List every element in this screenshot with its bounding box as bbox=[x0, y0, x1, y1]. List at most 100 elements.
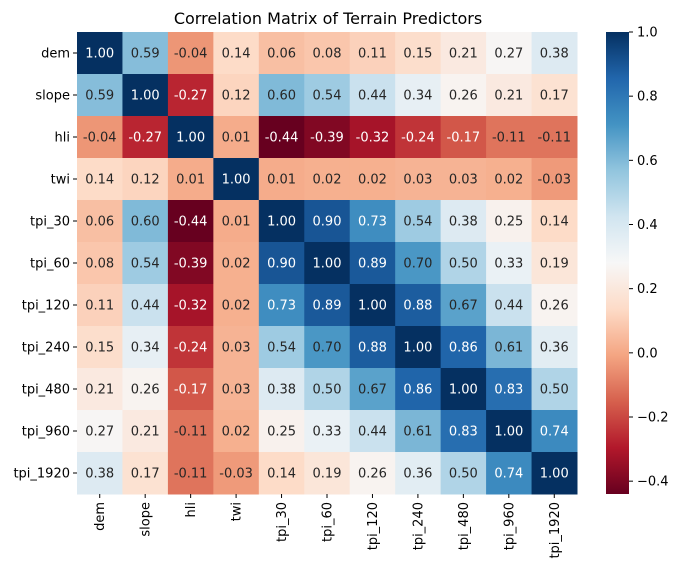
heatmap-cell-tpi_480-tpi_960 bbox=[486, 368, 533, 411]
heatmap-cell-tpi_30-dem bbox=[77, 200, 123, 243]
cell-value-tpi_240-tpi_60: 0.70 bbox=[313, 341, 342, 356]
colorbar-tick-label: 0.8 bbox=[637, 90, 658, 105]
heatmap-cell-tpi_120-twi bbox=[213, 284, 260, 327]
cell-value-tpi_480-slope: 0.26 bbox=[131, 383, 160, 398]
cell-value-tpi_30-twi: 0.01 bbox=[222, 215, 251, 230]
heatmap-cell-tpi_960-tpi_60 bbox=[304, 410, 351, 453]
cell-value-tpi_120-tpi_60: 0.89 bbox=[313, 299, 342, 314]
heatmap-cell-tpi_1920-tpi_60 bbox=[304, 452, 351, 495]
cell-value-tpi_480-tpi_30: 0.38 bbox=[267, 383, 296, 398]
heatmap-cell-slope-tpi_60 bbox=[304, 74, 351, 117]
y-tick-label-tpi_240: tpi_240 bbox=[22, 341, 70, 356]
heatmap-cell-dem-tpi_120 bbox=[349, 32, 396, 75]
chart-title: Correlation Matrix of Terrain Predictors bbox=[174, 9, 482, 28]
heatmap-cell-slope-tpi_240 bbox=[395, 74, 442, 117]
heatmap-cell-dem-tpi_960 bbox=[486, 32, 533, 75]
cell-annotations: 1.00 0.59 -0.04 0.14 0.06 0.08 0.11 0.15 0.21 0.2… bbox=[83, 47, 571, 482]
cell-value-tpi_480-tpi_1920: 0.50 bbox=[540, 383, 569, 398]
cell-value-tpi_60-tpi_480: 0.50 bbox=[449, 257, 478, 272]
cell-value-tpi_240-tpi_1920: 0.36 bbox=[540, 341, 569, 356]
heatmap-cell-tpi_240-dem bbox=[77, 326, 123, 369]
y-axis-ticks: dem slope hli twi tpi_30 tpi_60 tpi_120 tpi_240… bbox=[13, 47, 77, 482]
heatmap-cell-tpi_960-tpi_30 bbox=[258, 410, 305, 453]
heatmap-cell-tpi_120-tpi_240 bbox=[395, 284, 442, 327]
cell-value-twi-tpi_1920: -0.03 bbox=[537, 173, 571, 188]
x-tick-label-twi: twi bbox=[230, 502, 245, 521]
heatmap-cell-dem-twi bbox=[213, 32, 260, 75]
heatmap-cell-tpi_60-tpi_1920 bbox=[531, 242, 578, 285]
heatmap-cell-tpi_120-dem bbox=[77, 284, 123, 327]
heatmap-cell-tpi_960-tpi_960 bbox=[486, 410, 533, 453]
cell-value-tpi_240-hli: -0.24 bbox=[174, 341, 208, 356]
colorbar-tick-label: 0.0 bbox=[637, 346, 658, 361]
heatmap-cell-tpi_1920-tpi_1920 bbox=[531, 452, 578, 495]
heatmap-cell-tpi_60-twi bbox=[213, 242, 260, 285]
cell-value-tpi_960-twi: 0.02 bbox=[222, 425, 251, 440]
heatmap-cell-twi-tpi_240 bbox=[395, 158, 442, 201]
cell-value-tpi_960-tpi_240: 0.61 bbox=[403, 425, 432, 440]
heatmap-cell-tpi_60-hli bbox=[167, 242, 214, 285]
heatmap-cell-tpi_30-tpi_480 bbox=[440, 200, 487, 243]
heatmap-cell-tpi_30-tpi_120 bbox=[349, 200, 396, 243]
heatmap-cell-tpi_30-tpi_1920 bbox=[531, 200, 578, 243]
heatmap-cell-tpi_480-tpi_120 bbox=[349, 368, 396, 411]
heatmap-cell-slope-tpi_30 bbox=[258, 74, 305, 117]
heatmap-cell-tpi_480-tpi_480 bbox=[440, 368, 487, 411]
heatmap-cell-tpi_480-twi bbox=[213, 368, 260, 411]
cell-value-twi-slope: 0.12 bbox=[131, 173, 160, 188]
cell-value-hli-tpi_30: -0.44 bbox=[265, 131, 299, 146]
cell-value-tpi_960-tpi_1920: 0.74 bbox=[540, 425, 569, 440]
heatmap-cell-twi-tpi_120 bbox=[349, 158, 396, 201]
cell-value-hli-tpi_480: -0.17 bbox=[447, 131, 481, 146]
cell-value-tpi_480-tpi_60: 0.50 bbox=[313, 383, 342, 398]
heatmap-cell-twi-hli bbox=[167, 158, 214, 201]
cell-value-tpi_60-slope: 0.54 bbox=[131, 257, 160, 272]
heatmap-cell-tpi_240-tpi_480 bbox=[440, 326, 487, 369]
x-tick-label-dem: dem bbox=[93, 502, 108, 531]
heatmap-cell-tpi_480-tpi_240 bbox=[395, 368, 442, 411]
cell-value-tpi_1920-tpi_120: 0.26 bbox=[358, 467, 387, 482]
cell-value-slope-hli: -0.27 bbox=[174, 89, 208, 104]
y-tick-label-dem: dem bbox=[41, 47, 70, 62]
cell-value-tpi_120-slope: 0.44 bbox=[131, 299, 160, 314]
heatmap-cells bbox=[77, 32, 578, 495]
cell-value-tpi_960-tpi_960: 1.00 bbox=[494, 425, 523, 440]
heatmap-cell-tpi_30-twi bbox=[213, 200, 260, 243]
heatmap-cell-dem-slope bbox=[122, 32, 169, 75]
heatmap-cell-tpi_1920-dem bbox=[77, 452, 123, 495]
heatmap-cell-tpi_120-tpi_1920 bbox=[531, 284, 578, 327]
cell-value-tpi_480-hli: -0.17 bbox=[174, 383, 208, 398]
heatmap-cell-tpi_480-tpi_30 bbox=[258, 368, 305, 411]
cell-value-twi-hli: 0.01 bbox=[176, 173, 205, 188]
cell-value-twi-tpi_480: 0.03 bbox=[449, 173, 478, 188]
heatmap-cell-tpi_1920-tpi_240 bbox=[395, 452, 442, 495]
x-tick-label-tpi_30: tpi_30 bbox=[275, 502, 290, 542]
heatmap-cell-slope-tpi_1920 bbox=[531, 74, 578, 117]
heatmap-cell-tpi_1920-tpi_480 bbox=[440, 452, 487, 495]
heatmap-cell-hli-tpi_480 bbox=[440, 116, 487, 159]
cell-value-tpi_120-tpi_1920: 0.26 bbox=[540, 299, 569, 314]
heatmap-cell-tpi_240-twi bbox=[213, 326, 260, 369]
heatmap-cell-hli-tpi_60 bbox=[304, 116, 351, 159]
y-tick-label-twi: twi bbox=[51, 173, 70, 188]
colorbar-tick-label: 0.6 bbox=[637, 154, 658, 169]
heatmap-cell-tpi_240-tpi_30 bbox=[258, 326, 305, 369]
cell-value-tpi_480-tpi_480: 1.00 bbox=[449, 383, 478, 398]
x-tick-label-tpi_120: tpi_120 bbox=[366, 502, 381, 550]
colorbar-gradient bbox=[606, 32, 629, 494]
cell-value-tpi_30-slope: 0.60 bbox=[131, 215, 160, 230]
cell-value-twi-tpi_60: 0.02 bbox=[313, 173, 342, 188]
cell-value-dem-tpi_960: 0.27 bbox=[494, 47, 523, 62]
cell-value-tpi_480-tpi_240: 0.86 bbox=[403, 383, 432, 398]
cell-value-tpi_1920-hli: -0.11 bbox=[174, 467, 208, 482]
cell-value-twi-tpi_120: 0.02 bbox=[358, 173, 387, 188]
cell-value-tpi_120-tpi_30: 0.73 bbox=[267, 299, 296, 314]
cell-value-tpi_120-tpi_480: 0.67 bbox=[449, 299, 478, 314]
heatmap-cell-tpi_1920-twi bbox=[213, 452, 260, 495]
x-tick-label-tpi_960: tpi_960 bbox=[502, 502, 517, 550]
cell-value-tpi_960-tpi_480: 0.83 bbox=[449, 425, 478, 440]
heatmap-cell-hli-tpi_30 bbox=[258, 116, 305, 159]
heatmap-cell-tpi_1920-hli bbox=[167, 452, 214, 495]
cell-value-dem-slope: 0.59 bbox=[131, 47, 160, 62]
cell-value-hli-tpi_960: -0.11 bbox=[492, 131, 526, 146]
